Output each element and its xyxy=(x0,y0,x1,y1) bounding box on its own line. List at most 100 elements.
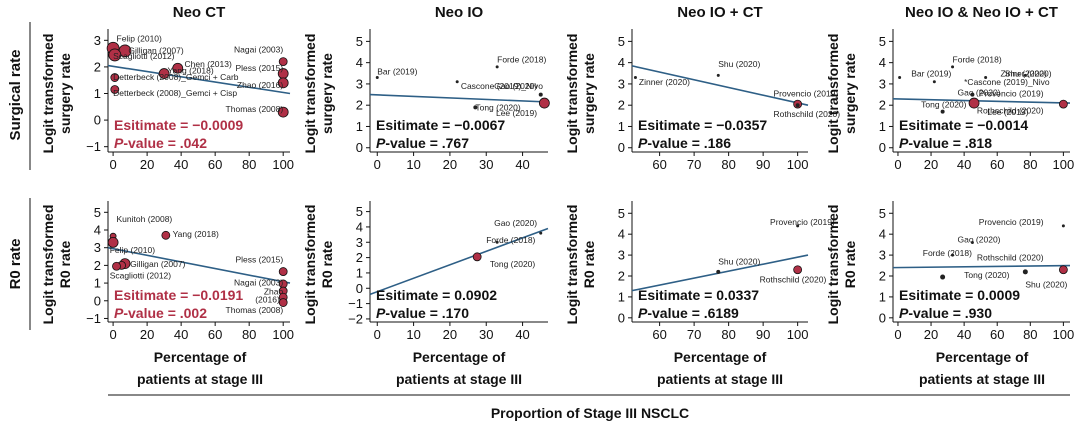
pvalue-value: -value = .767 xyxy=(385,135,469,151)
xlabel-col3-line1: Percentage of xyxy=(674,349,767,365)
y-axis-label: surgery rate xyxy=(319,53,335,134)
x-tick-label: 20 xyxy=(443,157,457,172)
point-label: Scagliotti (2012) xyxy=(110,271,172,281)
x-tick-label: 80 xyxy=(721,327,735,342)
row-label-surgical-text: Surgical rate xyxy=(7,50,24,141)
x-tick-label: 80 xyxy=(721,157,735,172)
point-label: Zhao xyxy=(264,287,284,297)
panel-1: Neo CT Logit transformed surgery rate −1 0 1 2… xyxy=(40,4,294,172)
point-label: Detterbeck (2008)_Gemci + Carb xyxy=(113,72,239,82)
pvalue-text: P-value = .170 xyxy=(376,305,469,321)
y-tick-label: 1 xyxy=(356,119,363,134)
x-tick-label: 60 xyxy=(990,327,1004,342)
xlabel-col2-line2: patients at stage III xyxy=(396,371,522,387)
point-label: Tong (2020) xyxy=(964,270,1010,280)
data-point xyxy=(277,77,289,89)
point-label: Tong (2020) xyxy=(475,103,521,113)
data-point xyxy=(940,109,945,114)
pvalue-value: -value = .818 xyxy=(908,135,992,151)
data-point xyxy=(1058,99,1068,109)
x-tick-label: 70 xyxy=(687,157,701,172)
estimate-text: Esitimate = −0.0009 xyxy=(114,117,243,133)
regression-line xyxy=(631,254,809,292)
data-point xyxy=(1023,73,1027,77)
y-axis-label: surgery rate xyxy=(57,53,73,134)
y-axis-label: Logit transformed xyxy=(825,205,841,325)
x-tick-label: 80 xyxy=(1023,157,1037,172)
point-label: Forde (2018) xyxy=(497,55,546,65)
point-label: Pless (2015) xyxy=(235,63,283,73)
data-point xyxy=(538,92,543,97)
data-point xyxy=(172,62,184,74)
pvalue-value: -value = .930 xyxy=(908,305,992,321)
x-tick-label: 0 xyxy=(894,327,901,342)
y-tick-label: −2 xyxy=(348,311,363,326)
data-point xyxy=(984,76,988,80)
x-tick-label: 40 xyxy=(957,157,971,172)
point-label: *Cascone (2019)_Nivo xyxy=(964,77,1050,87)
data-point xyxy=(796,224,800,228)
x-tick-label: 20 xyxy=(140,327,154,342)
xlabel-col1-line1: Percentage of xyxy=(154,349,247,365)
panel-title: Neo IO + CT xyxy=(677,4,762,21)
data-point xyxy=(107,236,119,248)
x-tick-label: 80 xyxy=(1023,327,1037,342)
y-tick-label: 3 xyxy=(356,76,363,91)
pvalue-value: -value = .6189 xyxy=(647,305,739,321)
x-tick-label: 0 xyxy=(109,157,116,172)
point-label: Provencio (2019) xyxy=(979,89,1044,99)
point-label: Bar (2019) xyxy=(911,68,951,78)
x-tick-label: 20 xyxy=(140,157,154,172)
y-tick-label: 0 xyxy=(94,113,101,128)
x-tick-label: 20 xyxy=(443,327,457,342)
y-tick-label: 1 xyxy=(94,276,101,291)
estimate-text: Esitimate = 0.0337 xyxy=(638,287,759,303)
x-tick-label: 0 xyxy=(109,327,116,342)
data-point xyxy=(278,57,288,66)
y-tick-label: 3 xyxy=(94,240,101,255)
data-point xyxy=(795,103,800,108)
y-axis-label: Logit transformed xyxy=(302,34,318,154)
data-point xyxy=(495,65,499,69)
y-tick-label: 3 xyxy=(618,76,625,91)
y-tick-label: 3 xyxy=(879,248,886,263)
point-label: Shu (2020) xyxy=(1005,68,1047,78)
y-tick-label: 1 xyxy=(94,86,101,101)
x-tick-label: 20 xyxy=(924,327,938,342)
pvalue-text: P-value = .002 xyxy=(114,305,207,321)
point-label: Lee (2019) xyxy=(987,107,1028,117)
x-tick-label: 60 xyxy=(652,327,666,342)
point-label: Gao (2020) xyxy=(958,235,1001,245)
y-tick-label: −1 xyxy=(348,296,363,311)
regression-line xyxy=(892,98,1071,104)
data-point xyxy=(108,48,122,62)
data-point xyxy=(495,240,499,244)
point-label: Gilligan (2007) xyxy=(128,46,183,56)
y-axis-label: Logit transformed xyxy=(825,34,841,154)
x-tick-label: 0 xyxy=(894,157,901,172)
pvalue-italic-p: P xyxy=(114,305,124,321)
data-point xyxy=(277,106,289,118)
panel-7: Logit transformed R0 rate 0 1 2 3 4 5 60 70 80 90 10… xyxy=(564,201,835,342)
regression-line xyxy=(631,65,809,106)
y-tick-label: 4 xyxy=(879,55,886,70)
point-label: Zhao (2016) xyxy=(237,80,283,90)
y-tick-label: 5 xyxy=(618,206,625,221)
x-tick-label: 90 xyxy=(756,327,770,342)
data-point xyxy=(455,80,459,84)
estimate-text: Esitimate = −0.0067 xyxy=(376,117,505,133)
regression-line xyxy=(107,64,291,95)
x-tick-label: 100 xyxy=(1053,157,1075,172)
point-label: Detterbeck (2008)_Gemci + Cisp xyxy=(113,88,237,98)
data-point xyxy=(1058,265,1068,275)
point-label: Felip (2010) xyxy=(117,34,163,44)
pvalue-italic-p: P xyxy=(899,135,909,151)
y-axis-label: R0 rate xyxy=(319,241,335,289)
data-point xyxy=(898,76,902,80)
y-tick-label: 5 xyxy=(618,34,625,49)
data-point xyxy=(278,267,288,276)
xlabel-col3-line2: patients at stage III xyxy=(657,371,783,387)
y-axis-label: R0 rate xyxy=(581,241,597,289)
panel-title: Neo IO & Neo IO + CT xyxy=(905,4,1058,21)
